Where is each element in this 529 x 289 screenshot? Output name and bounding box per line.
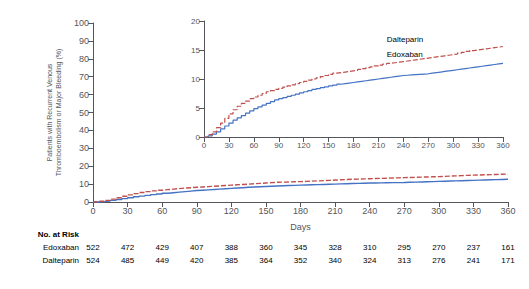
svg-text:240: 240: [397, 141, 411, 150]
svg-text:352: 352: [294, 256, 308, 265]
svg-text:120: 120: [224, 206, 239, 216]
svg-text:161: 161: [501, 243, 515, 252]
svg-text:150: 150: [258, 206, 273, 216]
svg-text:522: 522: [86, 243, 100, 252]
svg-text:270: 270: [397, 206, 412, 216]
svg-text:120: 120: [297, 141, 311, 150]
svg-text:10: 10: [191, 75, 200, 84]
svg-text:Edoxaban: Edoxaban: [387, 50, 423, 59]
svg-text:171: 171: [501, 256, 515, 265]
svg-text:420: 420: [190, 256, 204, 265]
svg-text:150: 150: [322, 141, 336, 150]
svg-text:50: 50: [79, 108, 89, 118]
svg-text:5: 5: [196, 104, 201, 113]
svg-text:40: 40: [79, 125, 89, 135]
svg-text:237: 237: [467, 243, 481, 252]
svg-text:210: 210: [328, 206, 343, 216]
svg-text:429: 429: [155, 243, 169, 252]
svg-text:241: 241: [467, 256, 481, 265]
svg-text:60: 60: [249, 141, 258, 150]
svg-text:360: 360: [259, 243, 273, 252]
svg-text:310: 310: [363, 243, 377, 252]
svg-text:100: 100: [74, 18, 89, 28]
svg-text:364: 364: [259, 256, 273, 265]
svg-text:180: 180: [347, 141, 361, 150]
svg-text:60: 60: [79, 90, 89, 100]
svg-text:340: 340: [328, 256, 342, 265]
svg-text:Days: Days: [290, 222, 311, 232]
svg-text:240: 240: [362, 206, 377, 216]
svg-text:Dalteparin: Dalteparin: [387, 35, 423, 44]
svg-text:295: 295: [398, 243, 412, 252]
svg-text:30: 30: [123, 206, 133, 216]
svg-text:Edoxaban: Edoxaban: [43, 243, 79, 252]
svg-text:180: 180: [293, 206, 308, 216]
svg-text:330: 330: [471, 141, 485, 150]
svg-text:407: 407: [190, 243, 204, 252]
svg-text:20: 20: [79, 161, 89, 171]
svg-text:472: 472: [121, 243, 135, 252]
svg-text:No. at Risk: No. at Risk: [38, 230, 80, 239]
svg-text:300: 300: [431, 206, 446, 216]
svg-text:60: 60: [157, 206, 167, 216]
svg-text:210: 210: [372, 141, 386, 150]
svg-text:270: 270: [422, 141, 436, 150]
svg-text:330: 330: [466, 206, 481, 216]
svg-text:0: 0: [84, 197, 89, 207]
svg-text:30: 30: [224, 141, 233, 150]
svg-text:Patients with Recurrent Venous: Patients with Recurrent Venous: [46, 63, 53, 161]
svg-text:90: 90: [192, 206, 202, 216]
svg-text:345: 345: [294, 243, 308, 252]
svg-text:388: 388: [225, 243, 239, 252]
svg-text:20: 20: [191, 17, 200, 26]
svg-text:80: 80: [79, 54, 89, 64]
svg-text:0: 0: [90, 206, 95, 216]
svg-text:270: 270: [432, 243, 446, 252]
svg-text:360: 360: [500, 206, 515, 216]
svg-text:276: 276: [432, 256, 446, 265]
svg-text:485: 485: [121, 256, 135, 265]
svg-text:Dalteparin: Dalteparin: [43, 256, 79, 265]
svg-text:0: 0: [196, 133, 201, 142]
svg-text:90: 90: [79, 36, 89, 46]
svg-text:324: 324: [363, 256, 377, 265]
svg-text:15: 15: [191, 46, 200, 55]
svg-text:360: 360: [496, 141, 510, 150]
svg-text:Thromboembolism or Major Bleed: Thromboembolism or Major Bleeding (%): [55, 49, 63, 177]
svg-text:90: 90: [274, 141, 283, 150]
svg-text:328: 328: [328, 243, 342, 252]
svg-text:70: 70: [79, 72, 89, 82]
svg-text:30: 30: [79, 143, 89, 153]
svg-text:300: 300: [446, 141, 460, 150]
svg-text:385: 385: [225, 256, 239, 265]
svg-text:0: 0: [202, 141, 207, 150]
svg-text:313: 313: [398, 256, 412, 265]
svg-text:449: 449: [155, 256, 169, 265]
svg-text:524: 524: [86, 256, 100, 265]
svg-text:10: 10: [79, 179, 89, 189]
